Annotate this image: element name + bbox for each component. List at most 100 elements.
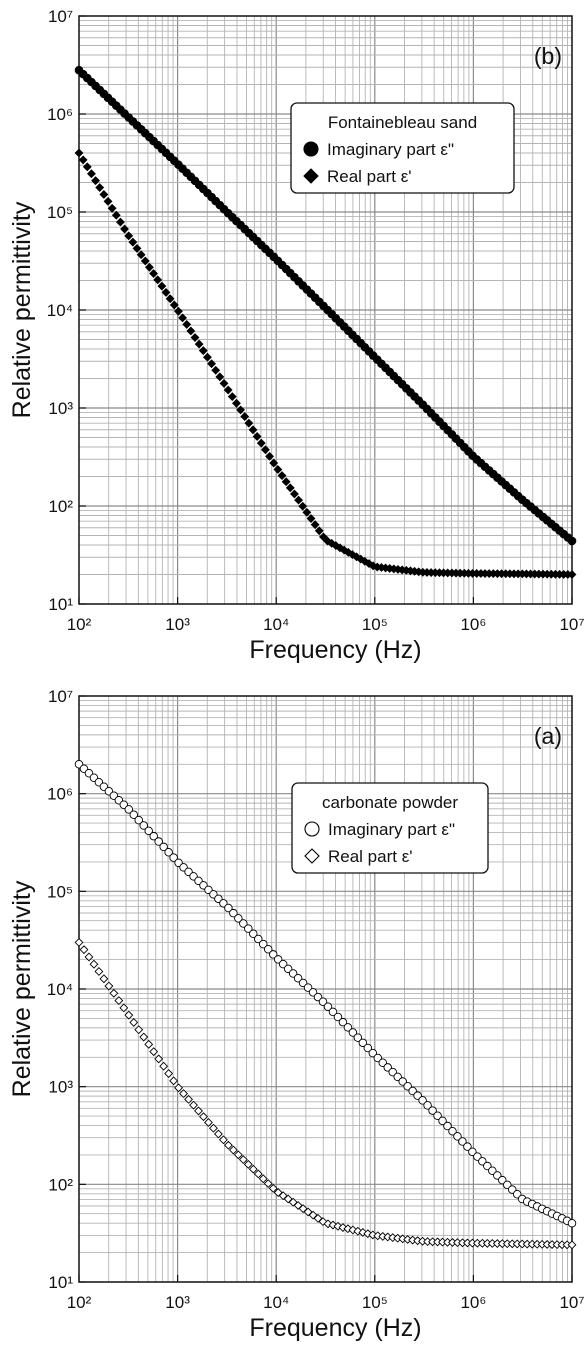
data-point [104,981,114,991]
data-point [236,405,245,415]
data-point [253,1169,263,1179]
data-point [281,477,291,487]
data-point [343,1023,353,1032]
y-tick-label: 10² [48,1175,73,1194]
data-point [265,451,274,461]
data-point [567,1218,577,1228]
data-point [318,997,328,1007]
data-point [89,959,99,969]
data-point [198,346,208,356]
y-tick-label: 10² [48,497,73,516]
panel-label: (b) [534,43,562,69]
y-tick-label: 10³ [48,1078,73,1097]
x-tick-label: 10² [67,1293,92,1312]
data-point [95,183,105,192]
legend: Fontainebleau sand Imaginary part ε" Real … [290,102,515,194]
legend-entry-label: Imaginary part ε" [328,820,455,839]
data-point [243,1159,253,1169]
data-point [277,471,287,481]
data-point [99,974,109,984]
series-real [74,937,577,1250]
x-tick-label: 10⁷ [559,1293,584,1312]
legend-title: Fontainebleau sand [328,113,477,132]
series-imaginary [74,760,577,1228]
data-point [182,319,192,329]
data-point [79,945,89,955]
data-point [453,1132,462,1141]
data-point [258,1174,268,1184]
data-point [215,372,225,382]
data-point [189,1100,198,1110]
data-point [263,1179,273,1188]
data-point [190,333,200,342]
data-point [153,275,163,285]
data-point [145,262,154,272]
data-point [229,908,238,918]
data-point [240,412,250,421]
data-point [103,196,113,206]
y-tick-label: 10⁷ [48,7,73,26]
data-point [463,1142,472,1151]
data-point [124,231,134,241]
data-point [78,155,88,165]
y-tick-label: 10¹ [48,595,73,614]
data-point [139,821,148,830]
data-point [157,281,167,291]
data-point [169,1076,179,1086]
data-point [233,1150,243,1160]
data-point [184,1094,193,1104]
data-point [244,418,254,428]
data-point [232,398,241,408]
data-point [211,365,221,375]
data-point [428,1106,437,1115]
data-point [269,458,279,468]
data-point [116,217,125,227]
legend: carbonate powder Imaginary part ε" Real pa… [291,782,489,874]
data-point [261,445,270,455]
data-point [194,1106,203,1116]
data-point [174,1083,184,1093]
data-point [186,326,196,336]
x-tick-label: 10⁴ [263,1293,289,1312]
y-tick-label: 10⁴ [47,301,73,320]
legend-marker [304,848,320,864]
data-point [111,210,121,220]
data-point [82,162,92,172]
data-point [314,526,324,536]
data-point [132,244,142,253]
data-point [136,250,146,260]
y-tick-label: 10⁵ [47,882,73,901]
data-point [273,465,283,474]
data-point [134,815,144,825]
y-tick-label: 10⁷ [48,687,73,706]
x-tick-label: 10² [67,615,92,634]
data-point [165,294,175,304]
data-point [223,385,233,395]
x-tick-label: 10⁶ [460,615,486,634]
data-point [140,256,150,266]
data-point [433,1111,442,1120]
data-point [228,1145,238,1155]
data-point [363,1229,373,1239]
x-tick-label: 10⁴ [263,615,289,634]
data-point [227,392,237,402]
legend-marker [303,141,319,157]
data-point [84,952,94,962]
data-point [418,1096,427,1105]
data-point [124,805,134,814]
data-point [323,1002,333,1011]
data-point [268,1183,278,1193]
data-point [169,300,179,310]
data-point [94,967,104,976]
chart-panel-a: 10² 10³ 10⁴ 10⁵ 10⁶ 10⁷10¹10²10³10⁴10⁵10⁶10⁷F… [8,687,585,1342]
data-point [149,831,158,841]
data-point [306,514,316,523]
data-point [438,1116,447,1126]
data-point [259,939,268,949]
data-point [363,1043,373,1053]
data-point [74,148,84,158]
legend-title: carbonate powder [322,793,458,812]
data-point [74,937,84,947]
legend-entry-label: Imaginary part ε" [327,140,454,159]
